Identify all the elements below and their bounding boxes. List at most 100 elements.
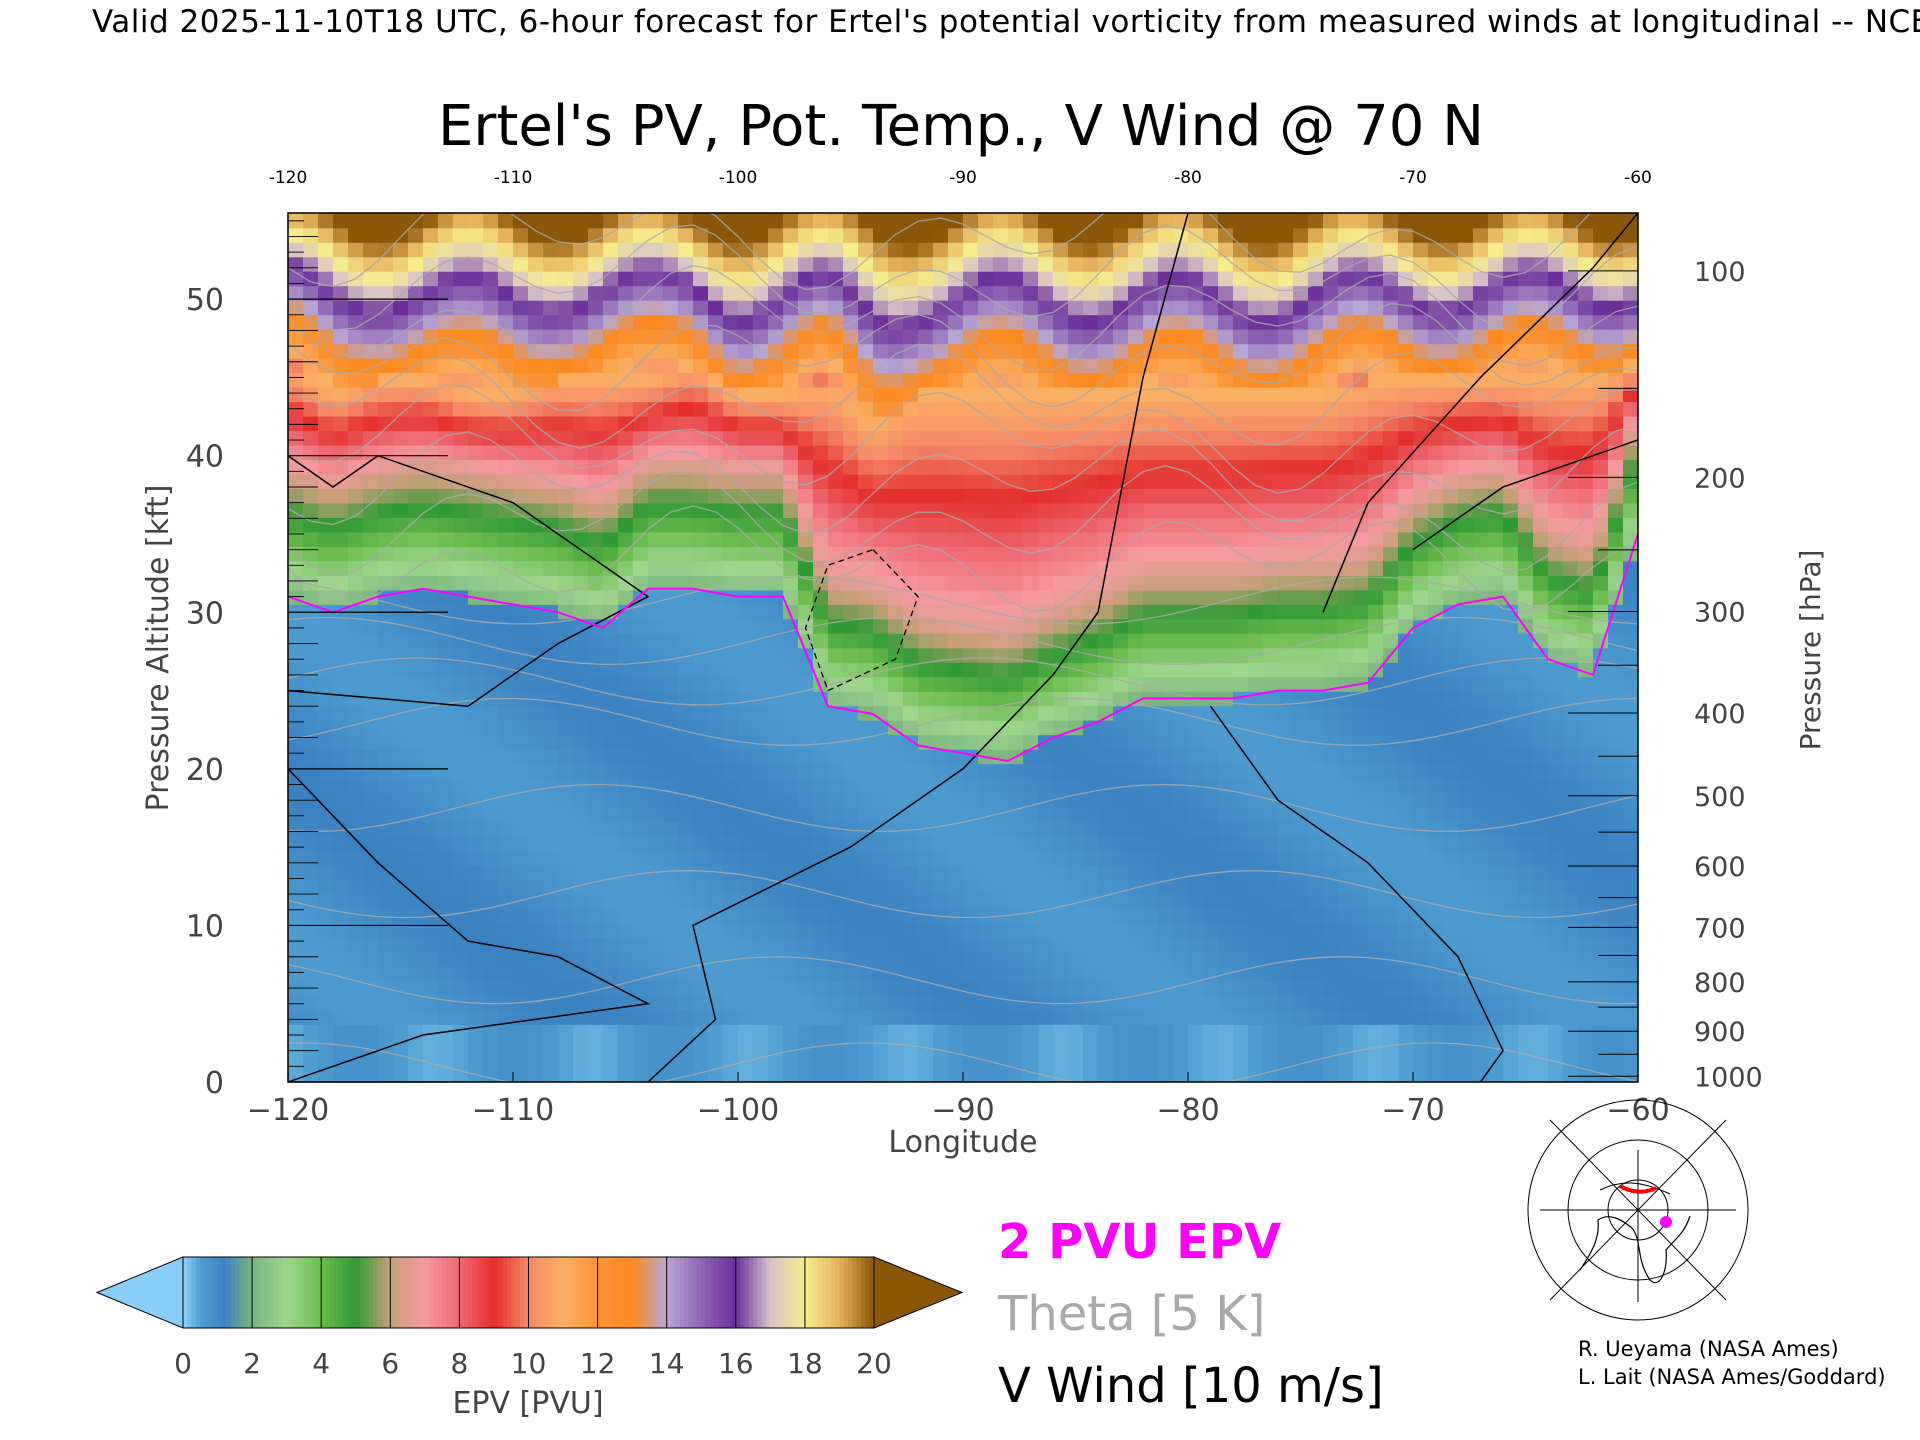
epv-cell [1488,401,1504,417]
epv-cell [303,488,319,504]
epv-cell [333,575,349,591]
epv-cell [918,227,934,243]
epv-cell [528,488,544,504]
epv-cell [1518,328,1534,345]
epv-cell [1008,575,1024,591]
epv-cell [1353,488,1369,504]
epv-cell [363,285,379,301]
epv-cell [1293,430,1309,446]
epv-cell [1398,1024,1414,1040]
epv-cell [288,821,304,837]
epv-cell [603,502,619,518]
epv-cell [573,719,589,736]
epv-cell [1368,531,1384,547]
epv-cell [1263,719,1279,736]
epv-cell [453,633,469,649]
epv-cell [843,444,859,460]
epv-cell [1308,647,1324,663]
epv-cell [498,343,514,359]
epv-cell [708,444,724,460]
epv-cell [798,299,814,316]
epv-cell [588,633,604,649]
epv-cell [828,430,844,446]
epv-cell [1443,951,1459,967]
epv-cell [588,372,604,388]
epv-cell [1008,821,1024,837]
epv-cell [903,575,919,591]
epv-cell [978,401,994,417]
epv-cell [918,343,934,359]
epv-cell [633,908,649,924]
epv-cell [1263,879,1279,895]
epv-cell [903,357,919,374]
epv-cell [828,502,844,518]
epv-cell [993,951,1009,967]
epv-cell [1308,676,1324,692]
epv-cell [348,517,364,533]
epv-cell [348,806,364,823]
epv-cell [1038,213,1054,229]
epv-cell [723,995,739,1011]
epv-cell [873,386,889,403]
epv-cell [708,850,724,866]
epv-cell [1173,995,1189,1011]
epv-cell [843,719,859,736]
epv-cell [348,531,364,547]
epv-cell [978,430,994,446]
epv-cell [1128,691,1144,707]
epv-cell [1473,879,1489,895]
epv-cell [888,430,904,446]
epv-cell [1443,691,1459,707]
epv-cell [288,922,304,938]
epv-cell [1488,459,1504,475]
epv-cell [468,691,484,707]
epv-cell [333,676,349,692]
epv-cell [903,256,919,272]
epv-cell [513,908,529,924]
epv-cell [1098,691,1114,707]
epv-cell [963,328,979,345]
epv-cell [498,473,514,489]
epv-cell [1173,256,1189,272]
epv-cell [1248,821,1264,837]
epv-cell [1293,372,1309,388]
epv-cell [303,357,319,374]
epv-cell [318,546,334,562]
epv-cell [1383,719,1399,736]
epv-cell [933,734,949,750]
epv-cell [618,647,634,663]
epv-cell [1293,386,1309,403]
epv-cell [663,633,679,649]
epv-cell [303,748,319,765]
epv-cell [573,676,589,692]
epv-cell [1353,357,1369,374]
epv-cell [858,444,874,460]
epv-cell [1173,444,1189,460]
epv-cell [498,357,514,374]
epv-cell [1158,299,1174,316]
epv-cell [1503,662,1519,678]
epv-cell [753,328,769,345]
epv-cell [1053,604,1069,620]
epv-cell [858,1024,874,1040]
epv-cell [1398,662,1414,678]
epv-cell [1218,502,1234,518]
epv-cell [1158,502,1174,518]
epv-cell [738,343,754,359]
epv-cell [708,242,724,258]
epv-cell [378,662,394,678]
epv-cell [948,343,964,359]
epv-cell [1173,589,1189,605]
epv-cell [1233,213,1249,229]
epv-cell [1158,430,1174,446]
epv-cell [1263,459,1279,475]
epv-cell [813,618,829,634]
epv-cell [753,415,769,432]
epv-cell [903,517,919,533]
epv-cell [603,213,619,229]
epv-cell [948,850,964,866]
epv-cell [1308,806,1324,823]
epv-cell [813,777,829,794]
epv-cell [378,1024,394,1040]
epv-cell [333,879,349,895]
